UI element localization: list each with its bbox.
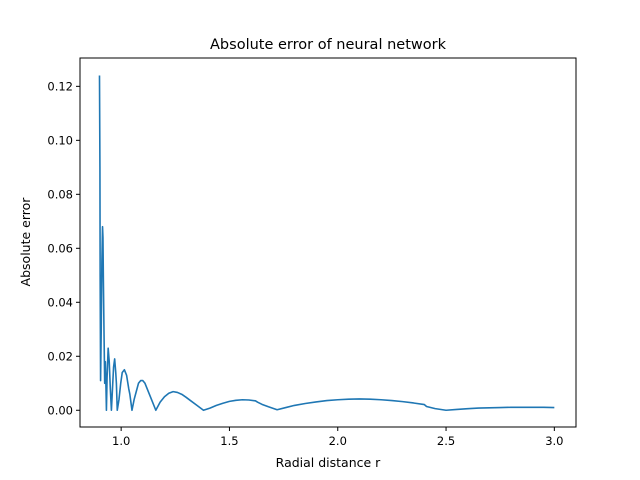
x-tick-label: 2.0	[329, 434, 347, 448]
x-tick-label: 1.0	[112, 434, 130, 448]
y-tick-label: 0.04	[47, 295, 73, 309]
y-tick-label: 0.12	[47, 79, 73, 93]
x-tick-label: 1.5	[220, 434, 238, 448]
y-tick-label: 0.10	[47, 133, 73, 147]
x-tick-label: 3.0	[545, 434, 563, 448]
x-axis-label: Radial distance r	[276, 455, 382, 470]
y-tick-label: 0.00	[47, 403, 73, 417]
y-tick-label: 0.02	[47, 349, 73, 363]
plot-layer	[98, 75, 555, 412]
y-axis-ticks: 0.00 0.02 0.04 0.06 0.08 0.10 0.12	[47, 79, 80, 417]
chart-title: Absolute error of neural network	[210, 37, 447, 53]
error-series-line	[98, 75, 555, 412]
x-axis-ticks: 1.0 1.5 2.0 2.5 3.0	[112, 427, 563, 448]
axes-frame	[79, 57, 577, 428]
y-tick-label: 0.08	[47, 187, 73, 201]
y-axis-label: Absolute error	[18, 197, 33, 287]
y-tick-label: 0.06	[47, 241, 73, 255]
x-tick-label: 2.5	[437, 434, 455, 448]
